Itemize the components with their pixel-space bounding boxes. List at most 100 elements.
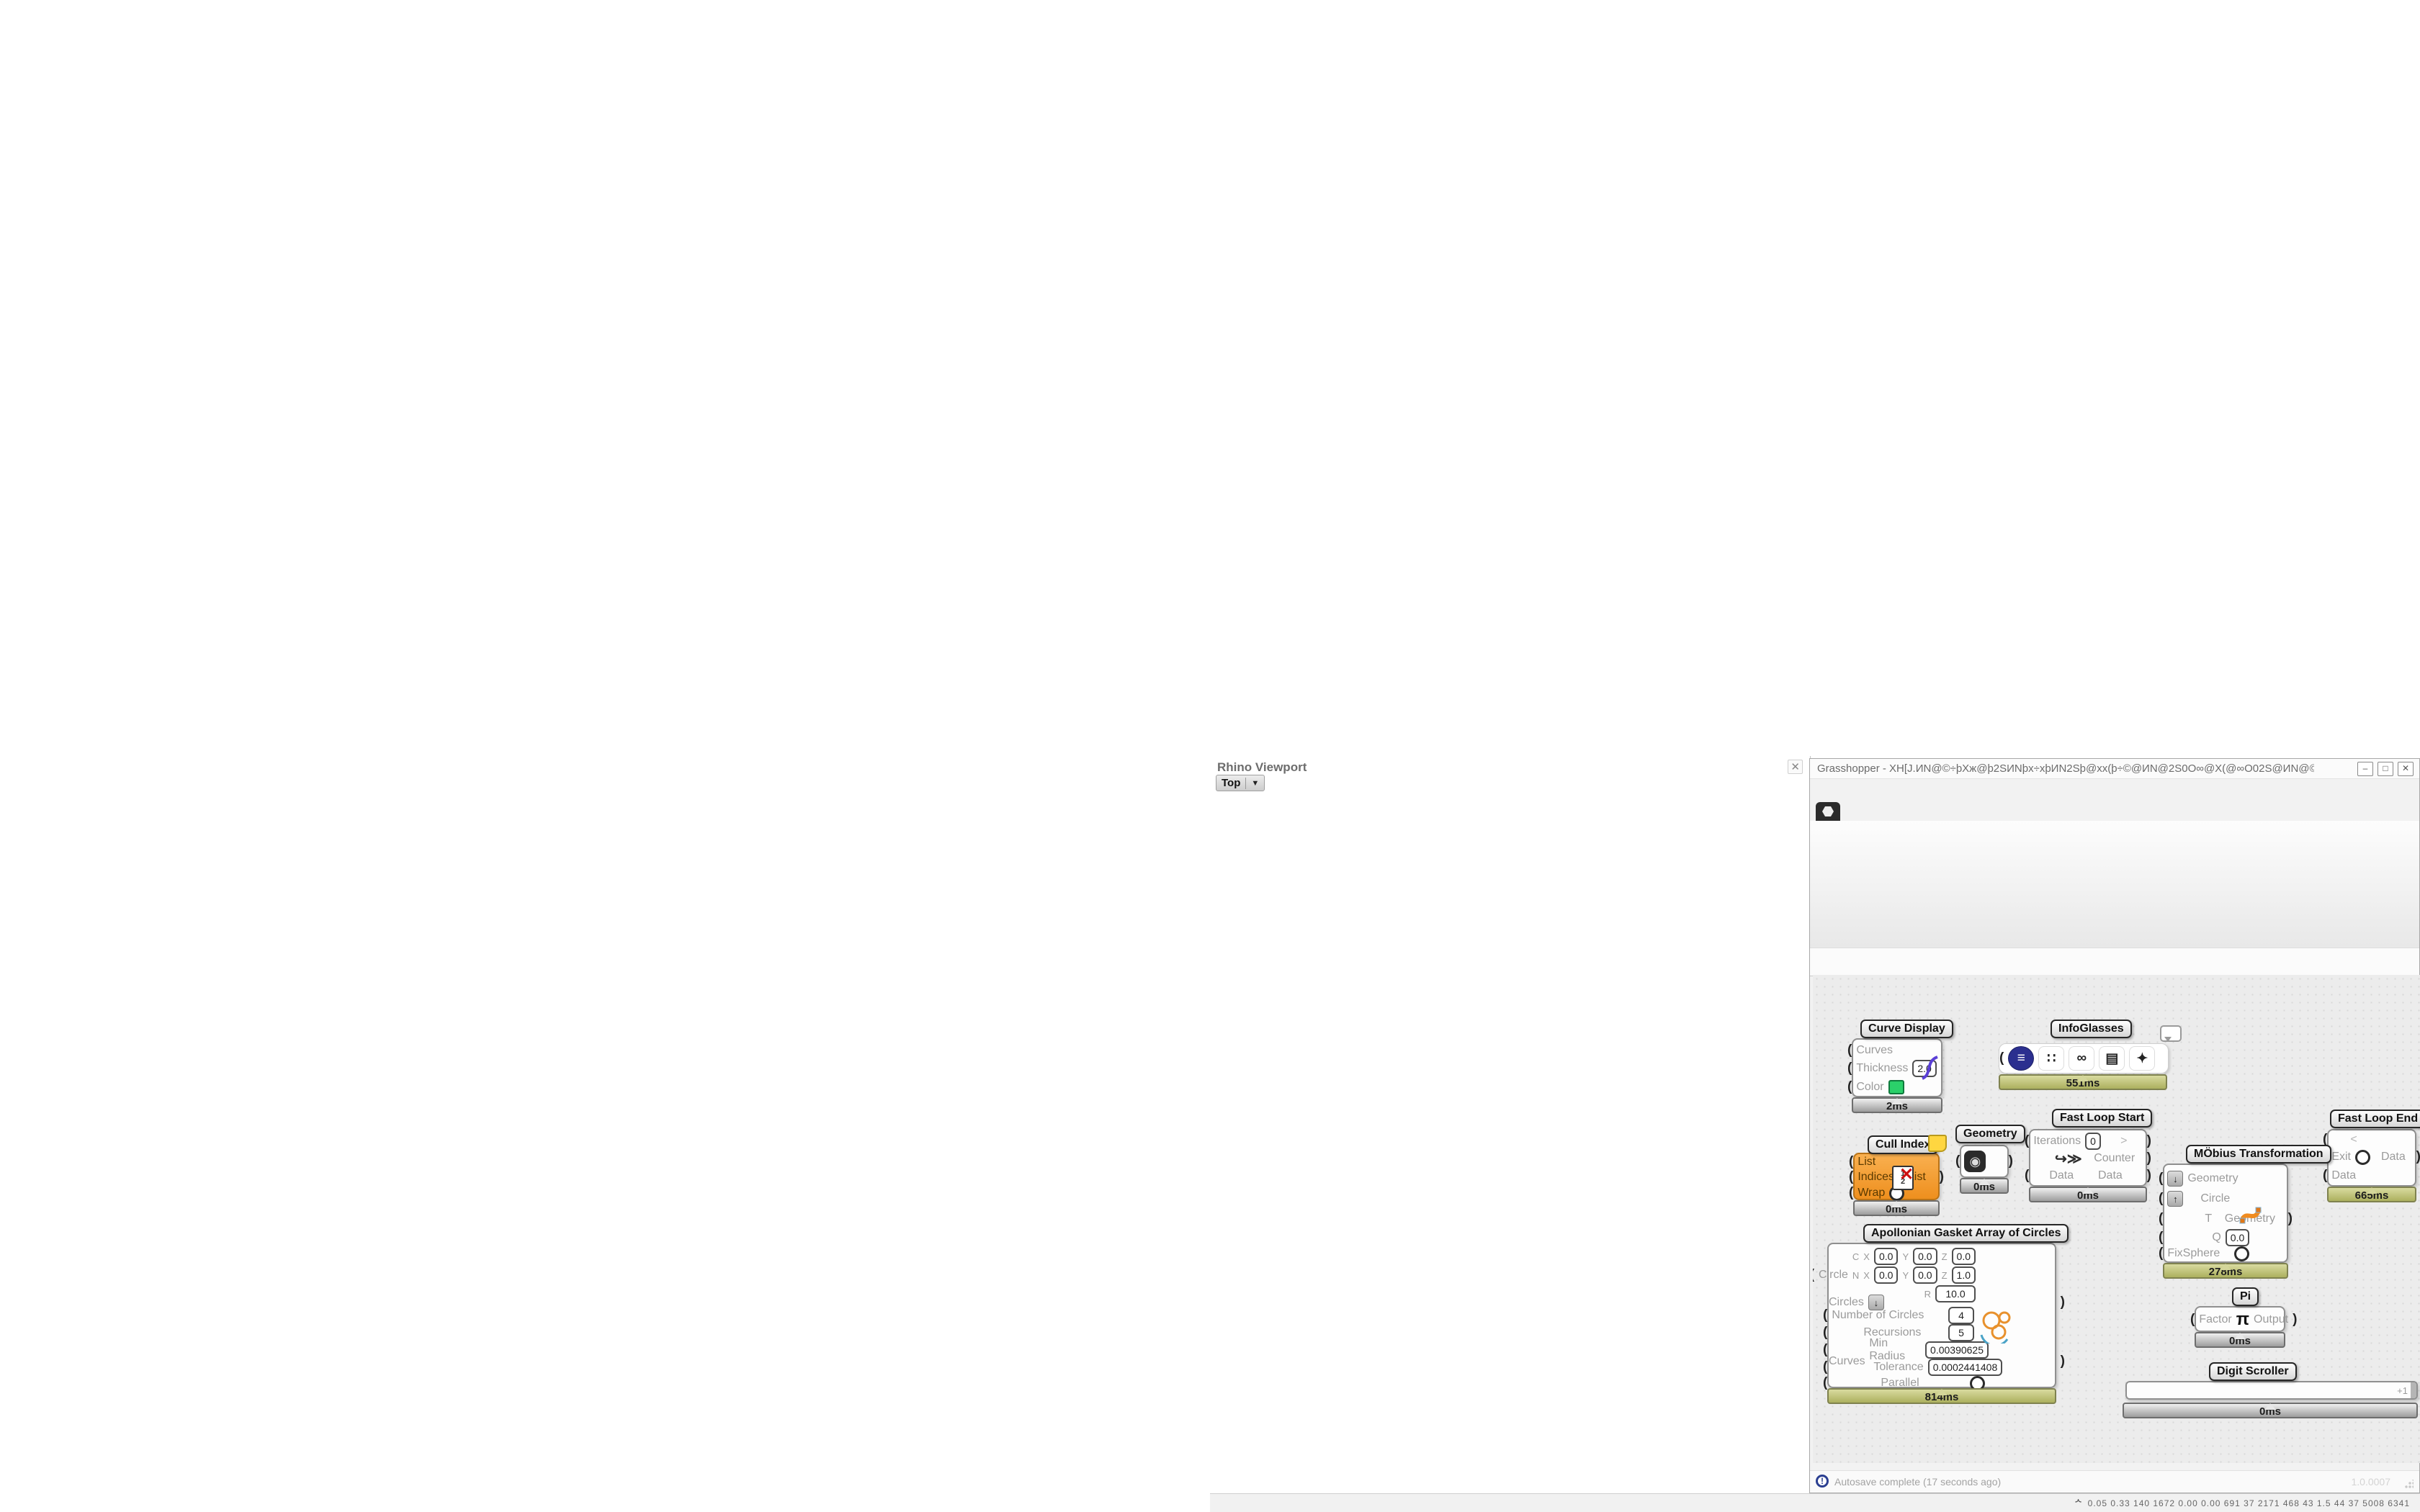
output-hook[interactable] xyxy=(2061,1354,2065,1369)
input-hook[interactable] xyxy=(2159,1246,2163,1261)
node-tag-infoglasses[interactable]: InfoGlasses xyxy=(2051,1020,2132,1038)
minimize-icon[interactable]: – xyxy=(2357,762,2373,776)
maximize-icon[interactable]: □ xyxy=(2378,762,2393,776)
input-hook[interactable] xyxy=(1847,1043,1852,1058)
node-tag-fast-loop-end[interactable]: Fast Loop End xyxy=(2330,1110,2420,1128)
iterations-value[interactable]: 0 xyxy=(2085,1133,2101,1150)
node-cull-index[interactable]: List Indices List Wrap 12 ✕ xyxy=(1853,1153,1940,1201)
graft-down-icon[interactable]: ↓ xyxy=(1868,1295,1884,1310)
param-label: Recursions xyxy=(1863,1326,1922,1338)
glasses-icon[interactable]: ∞ xyxy=(2069,1046,2095,1071)
input-hook[interactable] xyxy=(2159,1211,2163,1227)
node-geometry-param[interactable]: ◉ xyxy=(1960,1145,2009,1178)
node-digit-scroller[interactable]: +1 xyxy=(2125,1381,2418,1400)
output-hook[interactable] xyxy=(2147,1133,2151,1149)
node-pi[interactable]: Factor π Output xyxy=(2195,1306,2288,1332)
node-mobius-transformation[interactable]: ↓Geometry ↑Circle T Geometry Q0.0 FixSph… xyxy=(2163,1164,2288,1263)
input-hook[interactable] xyxy=(1849,1154,1853,1170)
input-hook[interactable] xyxy=(1849,1169,1853,1185)
node-tag-fast-loop-start[interactable]: Fast Loop Start xyxy=(2052,1109,2153,1128)
value-box[interactable]: 0.00390625 xyxy=(1925,1341,1989,1359)
node-tag-cull-index[interactable]: Cull Index xyxy=(1868,1135,1939,1154)
value-box[interactable]: 5 xyxy=(1948,1324,1974,1341)
value-box[interactable]: 0.0 xyxy=(1873,1248,1899,1265)
gh-titlebar[interactable]: Grasshopper - XH[J.ИN@©÷þXж@þ2SИNþx÷xþИN… xyxy=(1810,759,2419,779)
input-hook[interactable] xyxy=(1823,1308,1827,1323)
output-hook[interactable] xyxy=(1940,1169,1944,1185)
grid-icon[interactable]: ∷ xyxy=(2038,1046,2065,1071)
param-label: Geometry xyxy=(2187,1172,2238,1184)
puzzle-icon[interactable]: ✦ xyxy=(2129,1046,2156,1071)
thickness-value[interactable]: 2.0 xyxy=(1912,1060,1937,1077)
output-label: Counter xyxy=(2094,1152,2136,1164)
value-box[interactable]: 0.0 xyxy=(1873,1266,1899,1284)
close-icon[interactable]: ✕ xyxy=(2398,762,2414,776)
color-swatch[interactable] xyxy=(1888,1080,1904,1094)
input-hook[interactable] xyxy=(2159,1191,2163,1207)
output-hook[interactable] xyxy=(2061,1295,2065,1310)
exit-toggle[interactable] xyxy=(2355,1149,2370,1165)
viewport-tab-top[interactable]: Top ▼ xyxy=(1216,775,1265,791)
close-icon[interactable]: ✕ xyxy=(1788,760,1803,774)
input-hook[interactable] xyxy=(1999,1050,2004,1066)
yellow-note-icon[interactable] xyxy=(1928,1135,1947,1152)
node-tag-pi[interactable]: Pi xyxy=(2232,1287,2259,1306)
input-hook[interactable] xyxy=(2025,1133,2029,1149)
value-box[interactable]: 1.0 xyxy=(1951,1266,1976,1284)
output-hook[interactable] xyxy=(2147,1151,2151,1166)
input-hook[interactable] xyxy=(2159,1171,2163,1187)
archive-icon[interactable]: ▤ xyxy=(2099,1046,2125,1071)
speech-bubble-icon[interactable] xyxy=(2160,1025,2182,1042)
input-hook[interactable] xyxy=(2323,1168,2327,1184)
output-hook[interactable] xyxy=(2293,1312,2297,1328)
input-hook[interactable] xyxy=(1847,1061,1852,1076)
output-hook[interactable] xyxy=(2288,1211,2293,1227)
node-tag-mobius[interactable]: MÖbius Transformation xyxy=(2186,1145,2331,1164)
input-hook[interactable] xyxy=(2159,1230,2163,1246)
node-tag-geometry[interactable]: Geometry xyxy=(1955,1125,2025,1143)
node-tag-curve-display[interactable]: Curve Display xyxy=(1860,1020,1953,1038)
input-hook[interactable] xyxy=(1849,1185,1853,1201)
value-box[interactable]: 4 xyxy=(1948,1307,1974,1324)
input-hook[interactable] xyxy=(1813,1267,1814,1283)
value-box[interactable]: 0.0 xyxy=(1913,1266,1937,1284)
quadrant-top-right xyxy=(1210,0,2420,756)
param-label: Factor xyxy=(2199,1313,2232,1326)
input-hook[interactable] xyxy=(1955,1153,1960,1169)
output-hook[interactable] xyxy=(2147,1168,2151,1184)
geometry-icon: ◉ xyxy=(1964,1151,1986,1172)
rhino-viewport-panel[interactable]: Rhino Viewport ✕ Top ▼ xyxy=(1210,756,1811,1493)
input-hook[interactable] xyxy=(2025,1168,2029,1184)
expression-down-icon[interactable]: ↓ xyxy=(2167,1171,2184,1187)
param-label: Data xyxy=(2331,1169,2357,1182)
value-box[interactable]: 0.0 xyxy=(1913,1248,1937,1265)
tab-params[interactable] xyxy=(1816,802,1840,821)
viewport-title: Rhino Viewport xyxy=(1217,760,1307,774)
menu-icon[interactable]: ≡ xyxy=(2008,1046,2035,1071)
expression-up-icon[interactable]: ↑ xyxy=(2167,1191,2184,1207)
input-hook[interactable] xyxy=(1847,1079,1852,1095)
node-fast-loop-start[interactable]: Iterations 0 > ↪≫ Counter Data Data xyxy=(2029,1129,2147,1187)
scroller-thumb[interactable] xyxy=(2411,1382,2416,1398)
node-tag-digit-scroller[interactable]: Digit Scroller xyxy=(2209,1362,2297,1381)
resize-grip[interactable] xyxy=(2405,1480,2414,1488)
node-runtime: 551ms xyxy=(1999,1074,2167,1090)
output-hook[interactable] xyxy=(2416,1149,2420,1165)
output-hook[interactable] xyxy=(2009,1153,2013,1169)
q-value[interactable]: 0.0 xyxy=(2225,1229,2250,1246)
fixsphere-toggle[interactable] xyxy=(2234,1246,2250,1261)
value-box[interactable]: 0.0002441408 xyxy=(1927,1359,2003,1376)
input-hook[interactable] xyxy=(1823,1375,1827,1391)
input-hook[interactable] xyxy=(1823,1342,1827,1358)
node-infoglasses[interactable]: ≡ ∷ ∞ ▤ ✦ xyxy=(1999,1043,2169,1074)
node-fast-loop-end[interactable]: < Exit Data Data xyxy=(2327,1129,2416,1187)
input-hook[interactable] xyxy=(1823,1359,1827,1375)
input-hook[interactable] xyxy=(2190,1312,2195,1328)
input-hook[interactable] xyxy=(1823,1325,1827,1341)
value-box[interactable]: 0.0 xyxy=(1951,1248,1976,1265)
value-box[interactable]: 10.0 xyxy=(1935,1285,1976,1302)
node-tag-apollonian[interactable]: Apollonian Gasket Array of Circles xyxy=(1863,1224,2069,1243)
